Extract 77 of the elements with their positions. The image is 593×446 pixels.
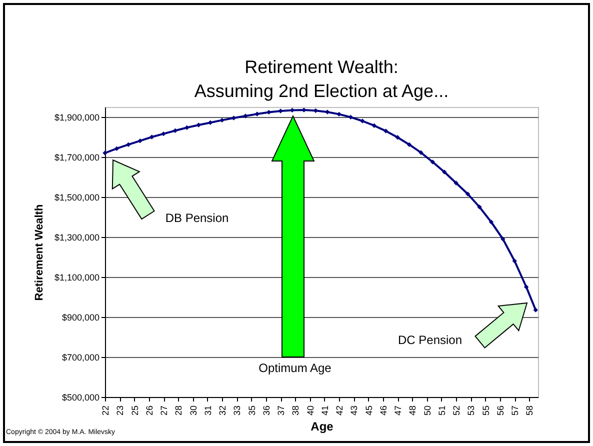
point — [477, 204, 482, 210]
point — [243, 114, 248, 118]
x-tick-label: 40 — [305, 406, 316, 416]
point — [172, 128, 178, 133]
x-tick-label: 46 — [378, 406, 388, 416]
chart-title: Retirement Wealth: Assuming 2nd Election at Age... — [194, 57, 449, 101]
x-tick-label: 50 — [422, 406, 432, 416]
y-axis-title: Retirement Wealth — [33, 204, 46, 301]
point — [161, 131, 166, 136]
y-tick-label: $1,300,000 — [54, 232, 100, 242]
point — [138, 138, 142, 144]
point — [442, 170, 447, 174]
point — [254, 112, 260, 116]
point — [196, 122, 201, 128]
x-tick-label: 25 — [130, 406, 140, 416]
point — [220, 118, 224, 123]
x-tick-label: 22 — [100, 406, 110, 416]
point — [406, 142, 412, 147]
annotation: DB Pension — [165, 210, 229, 225]
annotation: DC Pension — [398, 332, 462, 347]
y-tick-label: $1,100,000 — [54, 272, 100, 282]
point — [488, 220, 494, 224]
point — [336, 112, 342, 117]
x-tick-label: 57 — [510, 406, 520, 416]
x-tick-label: 28 — [174, 406, 184, 416]
y-tick-label: $900,000 — [62, 312, 100, 322]
x-tick-label: 45 — [364, 406, 374, 416]
x-tick-label: 48 — [408, 406, 418, 416]
point — [114, 146, 120, 151]
point — [500, 236, 506, 242]
point — [360, 118, 365, 124]
y-tick-label: $1,700,000 — [54, 152, 100, 162]
x-tick-label: 32 — [218, 406, 228, 416]
x-tick-label: 33 — [232, 406, 242, 416]
point — [126, 142, 131, 147]
x-tick-label: 58 — [524, 406, 535, 416]
point — [278, 108, 283, 114]
point — [512, 258, 517, 264]
x-tick-label: 51 — [436, 406, 447, 416]
point — [184, 125, 190, 130]
x-axis-title: Age — [310, 420, 334, 434]
point — [372, 123, 377, 128]
y-tick-label: $700,000 — [62, 352, 100, 362]
point — [524, 284, 529, 290]
point — [325, 110, 330, 114]
x-tick-label: 27 — [159, 406, 170, 416]
y-tick-label: $1,900,000 — [54, 112, 100, 122]
x-tick-label: 36 — [261, 406, 272, 416]
x-tick-label: 38 — [290, 406, 301, 416]
x-tick-label: 42 — [334, 406, 345, 416]
x-tick-label: 56 — [495, 406, 506, 416]
point — [348, 114, 354, 120]
x-tick-label: 30 — [188, 406, 198, 416]
point — [102, 150, 108, 156]
point — [465, 192, 470, 196]
y-tick-label: $500,000 — [62, 392, 100, 402]
x-tick-label: 26 — [144, 406, 154, 416]
x-tick-label: 55 — [480, 406, 491, 416]
point — [430, 160, 436, 164]
point — [418, 150, 424, 155]
point — [384, 128, 388, 134]
x-tick-label: 35 — [246, 406, 257, 416]
x-tick-label: 47 — [393, 406, 404, 416]
point — [302, 108, 306, 112]
x-tick-label: 41 — [320, 406, 330, 416]
annotation: Optimum Age — [258, 360, 332, 375]
point — [454, 180, 458, 186]
x-tick-label: 53 — [466, 406, 476, 416]
x-tick-label: 23 — [115, 406, 126, 416]
point — [533, 308, 538, 312]
x-tick-label: 31 — [202, 406, 213, 416]
x-tick-label: 37 — [276, 406, 286, 416]
y-tick-label: $1,500,000 — [54, 192, 100, 202]
point — [149, 134, 154, 140]
x-tick-label: 52 — [452, 406, 462, 416]
point — [395, 135, 400, 140]
x-tick-label: 43 — [349, 406, 360, 416]
